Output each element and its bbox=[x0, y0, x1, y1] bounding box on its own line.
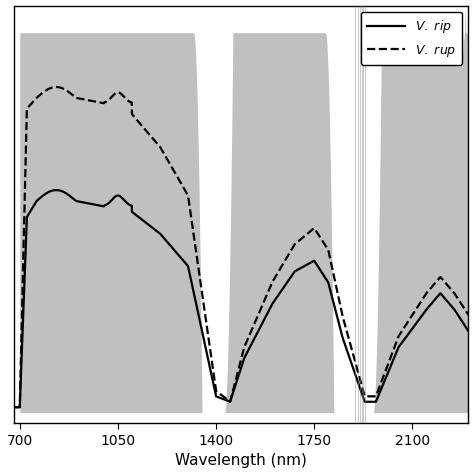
V. rip bbox=[227, 399, 233, 404]
V. rup bbox=[206, 337, 211, 343]
Line: V. rip: V. rip bbox=[14, 190, 468, 407]
Line: V. rup: V. rup bbox=[14, 87, 468, 407]
X-axis label: Wavelength (nm): Wavelength (nm) bbox=[175, 454, 307, 468]
V. rip bbox=[54, 187, 59, 193]
V. rup bbox=[54, 84, 59, 90]
V. rip bbox=[11, 404, 17, 410]
V. rup bbox=[429, 284, 435, 290]
V. rip bbox=[429, 300, 435, 306]
V. rip bbox=[452, 307, 457, 312]
Legend: $\it{V.}$ $\it{rip}$, $\it{V.}$ $\it{rup}$: $\it{V.}$ $\it{rip}$, $\it{V.}$ $\it{rup… bbox=[361, 12, 462, 65]
V. rup bbox=[452, 291, 457, 296]
V. rup bbox=[465, 312, 471, 318]
V. rup bbox=[11, 404, 17, 410]
V. rup bbox=[202, 312, 208, 318]
V. rip bbox=[202, 343, 208, 348]
V. rip bbox=[465, 328, 471, 334]
V. rup bbox=[227, 399, 233, 404]
V. rip bbox=[341, 340, 347, 346]
V. rup bbox=[341, 319, 347, 325]
V. rip bbox=[206, 360, 211, 365]
